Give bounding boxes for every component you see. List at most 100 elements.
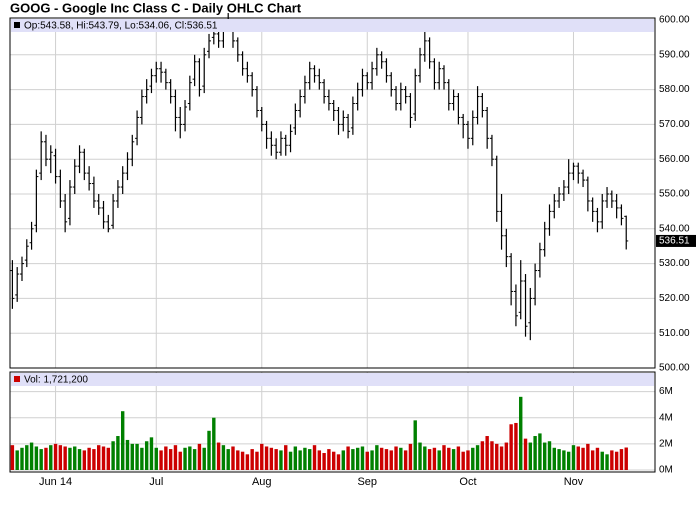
volume-bar — [600, 451, 604, 470]
volume-bar — [336, 454, 341, 470]
volume-bar — [116, 436, 120, 470]
volume-bar — [173, 445, 178, 470]
x-tick-label: Jul — [149, 476, 163, 488]
volume-bar — [34, 446, 39, 470]
volume-bar — [399, 447, 403, 470]
volume-bar — [140, 447, 144, 470]
volume-bar — [120, 411, 125, 470]
volume-bar — [317, 450, 322, 470]
x-tick-label: Jun 14 — [39, 476, 72, 488]
volume-bar — [255, 451, 259, 470]
volume-bar — [20, 447, 24, 470]
volume-bar — [101, 446, 106, 470]
legend-swatch — [14, 376, 20, 382]
price-panel — [9, 17, 656, 369]
volume-bar — [212, 417, 216, 470]
x-tick-label: Nov — [564, 476, 584, 488]
volume-bar — [49, 445, 53, 470]
volume-bar — [475, 445, 480, 470]
volume-bar — [624, 447, 628, 470]
volume-bar — [427, 449, 432, 470]
volume-bar — [68, 447, 72, 470]
volume-bar — [557, 449, 561, 470]
volume-bar — [432, 447, 437, 470]
price-legend: Op:543.58, Hi:543.79, Lo:534.06, Cl:536.… — [24, 21, 218, 32]
volume-bar — [442, 445, 446, 470]
x-tick-label: Aug — [252, 476, 272, 488]
volume-bar — [576, 446, 580, 470]
y-tick-label: 590.00 — [659, 49, 690, 60]
volume-bar — [73, 446, 77, 470]
volume-bar — [499, 446, 504, 470]
volume-bar — [528, 442, 533, 470]
volume-bar — [192, 449, 197, 470]
volume-bar — [240, 451, 245, 470]
volume-bar — [202, 447, 206, 470]
y-tick-label: 560.00 — [659, 154, 690, 165]
y-tick-label: 530.00 — [659, 258, 690, 269]
volume-legend-band — [11, 373, 654, 386]
volume-bar — [331, 451, 336, 470]
volume-bar — [523, 438, 528, 470]
volume-bar — [543, 442, 547, 470]
volume-bar — [288, 451, 293, 470]
volume-bar — [403, 450, 408, 470]
volume-bar — [308, 449, 312, 470]
volume-bar — [221, 445, 226, 470]
volume-bar — [231, 446, 235, 470]
x-tick-label: Sep — [357, 476, 377, 488]
y-tick-label: 540.00 — [659, 223, 690, 234]
price-legend-band — [11, 19, 654, 32]
volume-bar — [355, 447, 360, 470]
volume-bar — [207, 430, 211, 470]
volume-bar — [480, 441, 485, 470]
volume-bar — [260, 443, 264, 470]
volume-bar — [125, 439, 130, 470]
volume-bar — [610, 450, 614, 470]
volume-bar — [490, 441, 494, 470]
volume-bar — [413, 420, 417, 470]
volume-bar — [533, 436, 537, 470]
volume-bar — [284, 445, 288, 470]
volume-bar — [581, 447, 585, 470]
volume-bar — [519, 396, 523, 470]
volume-bar — [418, 442, 422, 470]
volume-bar — [327, 449, 331, 470]
x-tick-label: Oct — [459, 476, 476, 488]
volume-bar — [25, 445, 29, 470]
volume-bar — [87, 447, 91, 470]
volume-bar — [293, 446, 298, 470]
volume-bar — [250, 449, 254, 470]
last-price-label: 536.51 — [659, 236, 690, 247]
volume-bar — [547, 441, 552, 470]
volume-bar — [82, 450, 87, 470]
y-tick-label: 550.00 — [659, 189, 690, 200]
volume-bar — [216, 442, 221, 470]
y-tick-label: 6M — [659, 386, 673, 397]
y-tick-label: 500.00 — [659, 363, 690, 374]
volume-bar — [188, 446, 192, 470]
y-tick-label: 510.00 — [659, 328, 690, 339]
volume-bar — [346, 446, 350, 470]
volume-bar — [605, 454, 609, 470]
volume-bar — [423, 446, 427, 470]
y-tick-label: 520.00 — [659, 293, 690, 304]
volume-bar — [552, 447, 556, 470]
volume-bar — [77, 449, 82, 470]
volume-bar — [466, 450, 470, 470]
y-tick-label: 600.00 — [659, 15, 690, 26]
volume-bar — [159, 450, 163, 470]
volume-bar — [15, 450, 19, 470]
volume-bar — [509, 424, 513, 470]
volume-bar — [312, 445, 317, 470]
volume-bar — [514, 422, 518, 470]
volume-bar — [370, 450, 374, 470]
y-tick-label: 0M — [659, 465, 673, 476]
volume-bar — [341, 450, 345, 470]
volume-bar — [571, 445, 576, 470]
volume-bar — [39, 449, 43, 470]
volume-bar — [168, 449, 173, 470]
volume-bar — [595, 447, 600, 470]
volume-bar — [245, 454, 250, 470]
